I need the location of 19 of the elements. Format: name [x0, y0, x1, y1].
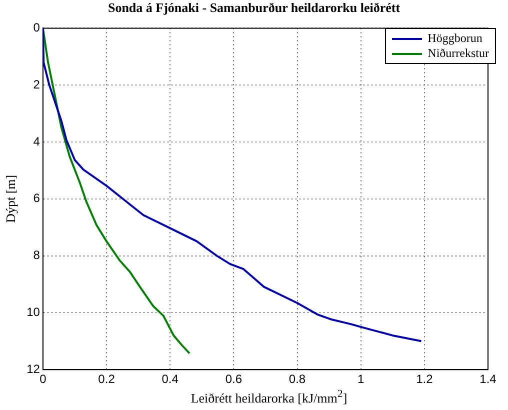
x-tick-label: 0.2: [98, 372, 116, 386]
chart-title: Sonda á Fjónaki - Samanburður heildarorku leiðrétt: [106, 0, 402, 16]
y-tick-label: 2: [33, 77, 40, 92]
x-tick-label: 0.6: [225, 372, 242, 386]
legend-label: Höggborun: [428, 31, 482, 45]
y-tick-label: 10: [26, 305, 40, 320]
x-tick-label: 0.4: [162, 372, 179, 386]
y-axis-title: Dýpt [m]: [3, 174, 18, 223]
x-tick-label: 1.2: [416, 372, 434, 386]
x-axis-title: Leiðrétt heildarorka [kJ/mm$^{2}$]: [190, 388, 348, 406]
x-tick-label: 1: [358, 372, 364, 386]
x-tick-label: 0.8: [288, 372, 306, 386]
x-tick-label: 1.4: [480, 372, 497, 386]
legend-label: Niðurrekstur: [428, 46, 489, 60]
y-tick-label: 4: [33, 134, 40, 148]
y-tick-label: 12: [26, 362, 40, 376]
y-tick-label: 6: [33, 191, 40, 206]
y-tick-label: 0: [33, 20, 40, 35]
y-tick-label: 8: [33, 248, 40, 262]
